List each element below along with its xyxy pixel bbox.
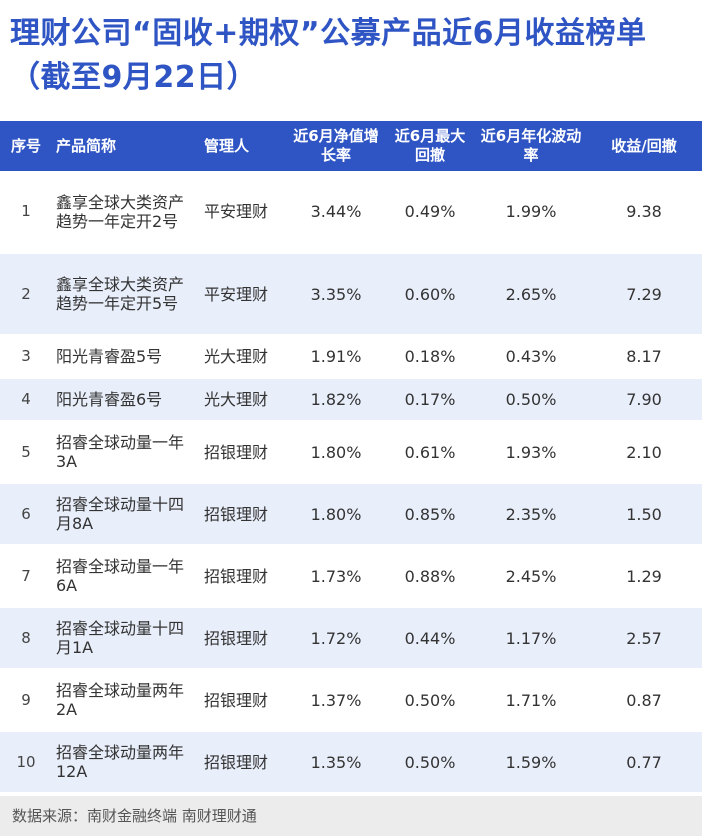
table-header-row: 序号 产品简称 管理人 近6月净值增长率 近6月最大回撤 近6月年化波动率 收益… (0, 121, 702, 171)
row-drawdown: 0.88% (404, 566, 456, 586)
row-no: 3 (21, 347, 31, 365)
row-drawdown: 0.60% (404, 284, 456, 304)
row-manager: 招银理财 (204, 504, 269, 524)
row-no: 10 (16, 752, 36, 771)
row-no: 4 (21, 390, 31, 408)
row-volatility: 1.99% (505, 202, 557, 221)
row-manager: 平安理财 (204, 284, 269, 304)
row-ratio: 7.29 (626, 284, 662, 304)
row-growth: 3.35% (310, 284, 362, 304)
row-manager: 光大理财 (204, 390, 269, 409)
table-row: 2 鑫享全球大类资产趋势一年定开5号 平安理财 3.35% 0.60% 2.65… (0, 253, 702, 335)
row-drawdown: 0.50% (404, 690, 456, 710)
row-drawdown: 0.61% (404, 442, 456, 462)
row-growth: 1.35% (310, 752, 362, 772)
row-product-name: 招睿全球动量十四月8A (56, 495, 185, 533)
row-ratio: 2.10 (626, 442, 662, 462)
header-ratio: 收益/回撤 (611, 136, 677, 155)
row-product-name: 招睿全球动量两年12A (56, 743, 185, 781)
row-drawdown: 0.50% (404, 752, 456, 772)
table-row: 8 招睿全球动量十四月1A 招银理财 1.72% 0.44% 1.17% 2.5… (0, 607, 702, 669)
row-drawdown: 0.18% (404, 347, 456, 366)
header-growth: 近6月净值增长率 (293, 127, 379, 164)
row-product-name: 鑫享全球大类资产趋势一年定开2号 (56, 192, 185, 231)
table-row: 1 鑫享全球大类资产趋势一年定开2号 平安理财 3.44% 0.49% 1.99… (0, 171, 702, 253)
row-volatility: 2.65% (505, 284, 557, 304)
row-volatility: 2.35% (505, 504, 557, 524)
row-no: 2 (21, 284, 31, 303)
row-manager: 光大理财 (204, 347, 269, 366)
row-product-name: 招睿全球动量一年3A (56, 433, 185, 471)
table-row: 9 招睿全球动量两年2A 招银理财 1.37% 0.50% 1.71% 0.87 (0, 669, 702, 731)
row-volatility: 2.45% (505, 566, 557, 586)
row-manager: 招银理财 (204, 442, 269, 462)
row-growth: 1.37% (310, 690, 362, 710)
row-drawdown: 0.44% (404, 628, 456, 648)
row-manager: 招银理财 (204, 566, 269, 586)
table-row: 5 招睿全球动量一年3A 招银理财 1.80% 0.61% 1.93% 2.10 (0, 421, 702, 483)
row-growth: 1.80% (310, 442, 362, 462)
row-drawdown: 0.17% (404, 390, 456, 409)
row-growth: 1.73% (310, 566, 362, 586)
table-row: 10 招睿全球动量两年12A 招银理财 1.35% 0.50% 1.59% 0.… (0, 731, 702, 793)
row-drawdown: 0.49% (404, 202, 456, 221)
row-product-name: 招睿全球动量两年2A (56, 681, 185, 719)
row-no: 1 (21, 202, 31, 220)
row-growth: 1.91% (310, 347, 362, 366)
row-growth: 1.80% (310, 504, 362, 524)
row-manager: 招银理财 (204, 628, 269, 648)
table-row: 7 招睿全球动量一年6A 招银理财 1.73% 0.88% 2.45% 1.29 (0, 545, 702, 607)
header-no: 序号 (10, 136, 41, 155)
row-volatility: 0.50% (505, 390, 557, 409)
row-ratio: 1.50 (626, 504, 662, 524)
row-ratio: 1.29 (626, 566, 662, 586)
row-ratio: 0.87 (626, 690, 662, 710)
data-source-footer: 数据来源：南财金融终端 南财理财通 (0, 796, 702, 836)
row-no: 6 (21, 504, 31, 523)
row-volatility: 1.93% (505, 442, 557, 462)
row-ratio: 0.77 (626, 752, 662, 772)
table-row: 3 阳光青睿盈5号 光大理财 1.91% 0.18% 0.43% 8.17 (0, 335, 702, 378)
row-ratio: 7.90 (626, 390, 662, 409)
header-drawdown: 近6月最大回撤 (394, 127, 466, 164)
row-manager: 招银理财 (204, 752, 269, 772)
row-volatility: 1.17% (505, 628, 557, 648)
table-row: 4 阳光青睿盈6号 光大理财 1.82% 0.17% 0.50% 7.90 (0, 378, 702, 421)
row-no: 8 (21, 628, 31, 647)
page-title: 理财公司“固收+期权”公募产品近6月收益榜单（截至9月22日） (10, 16, 647, 95)
row-growth: 3.44% (310, 202, 362, 221)
row-manager: 招银理财 (204, 690, 269, 710)
row-growth: 1.82% (310, 390, 362, 409)
row-no: 5 (21, 442, 31, 461)
header-name: 产品简称 (56, 136, 117, 155)
row-manager: 平安理财 (204, 202, 269, 221)
row-ratio: 8.17 (626, 347, 662, 366)
header-volatility: 近6月年化波动率 (480, 127, 582, 164)
row-volatility: 1.59% (505, 752, 557, 772)
header-manager: 管理人 (204, 136, 250, 155)
row-product-name: 阳光青睿盈6号 (56, 390, 163, 409)
row-volatility: 0.43% (505, 347, 557, 366)
row-ratio: 2.57 (626, 628, 662, 648)
row-product-name: 招睿全球动量十四月1A (56, 619, 185, 657)
row-ratio: 9.38 (626, 202, 662, 221)
row-no: 7 (21, 566, 31, 585)
ranking-table: 序号 产品简称 管理人 近6月净值增长率 近6月最大回撤 近6月年化波动率 收益… (0, 121, 702, 794)
row-product-name: 鑫享全球大类资产趋势一年定开5号 (56, 275, 185, 313)
row-growth: 1.72% (310, 628, 362, 648)
row-drawdown: 0.85% (404, 504, 456, 524)
row-volatility: 1.71% (505, 690, 557, 710)
row-product-name: 阳光青睿盈5号 (56, 347, 163, 366)
row-no: 9 (21, 690, 31, 709)
row-product-name: 招睿全球动量一年6A (56, 557, 185, 595)
table-row: 6 招睿全球动量十四月8A 招银理财 1.80% 0.85% 2.35% 1.5… (0, 483, 702, 545)
